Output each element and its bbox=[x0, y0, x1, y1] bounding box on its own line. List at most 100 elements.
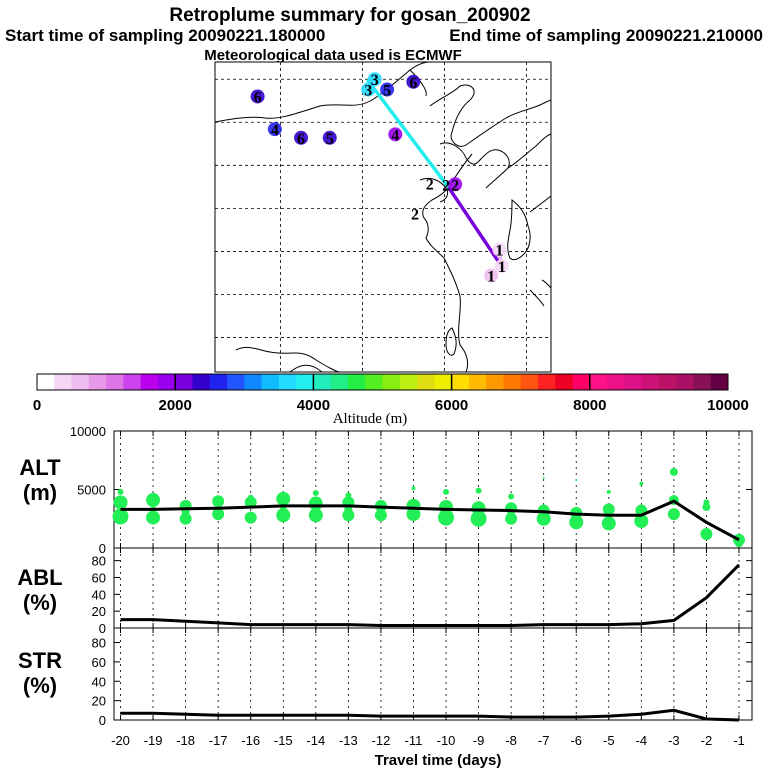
altitude-point bbox=[505, 502, 518, 515]
colorbar-cell bbox=[123, 374, 142, 390]
trajectory-marker: 1 bbox=[494, 259, 509, 276]
altitude-point bbox=[505, 512, 518, 525]
trajectory-marker: 2 bbox=[442, 177, 450, 194]
colorbar-cell bbox=[157, 374, 176, 390]
colorbar-cell bbox=[658, 374, 677, 390]
colorbar-cell bbox=[261, 374, 280, 390]
colorbar-cell bbox=[607, 374, 625, 390]
trajectory-marker-label: 2 bbox=[411, 207, 419, 224]
trajectory-marker-label: 3 bbox=[371, 72, 379, 89]
altitude-point bbox=[112, 508, 129, 525]
altitude-point bbox=[374, 509, 387, 522]
alt-panel-title: ALT bbox=[19, 455, 61, 480]
colorbar-cell bbox=[140, 374, 159, 390]
colorbar-tick-label: 6000 bbox=[435, 397, 468, 414]
abl-panel-title: ABL bbox=[17, 565, 62, 590]
altitude-point bbox=[276, 508, 291, 523]
x-tick-label: -11 bbox=[405, 733, 423, 748]
trajectory-marker-label: 2 bbox=[451, 177, 459, 194]
altitude-point bbox=[536, 511, 551, 526]
trajectory-marker-label: 1 bbox=[498, 259, 506, 276]
colorbar-cell bbox=[676, 374, 694, 390]
x-tick-label: -2 bbox=[701, 733, 713, 748]
altitude-point bbox=[700, 527, 713, 540]
altitude-point bbox=[703, 499, 710, 506]
x-tick-label: -6 bbox=[570, 733, 582, 748]
map-gridlines bbox=[215, 62, 551, 372]
colorbar-cell bbox=[434, 374, 453, 390]
trajectory-marker-label: 1 bbox=[495, 243, 503, 260]
x-tick-label: -20 bbox=[111, 733, 130, 748]
x-tick-label: -15 bbox=[274, 733, 293, 748]
end-time-label: End time of sampling 20090221.210000 bbox=[449, 26, 763, 45]
trajectory-marker: 6 bbox=[250, 89, 265, 106]
str-panel-unit: (%) bbox=[23, 673, 57, 698]
altitude-point bbox=[438, 509, 455, 526]
y-tick-label: 60 bbox=[92, 655, 106, 670]
trajectory-marker: 4 bbox=[388, 127, 403, 144]
y-tick-label: 0 bbox=[99, 621, 106, 636]
colorbar-cell bbox=[468, 374, 487, 390]
colorbar-cell bbox=[71, 374, 90, 390]
altitude-point bbox=[606, 489, 611, 494]
altitude-point bbox=[734, 539, 743, 548]
colorbar-tick-label: 0 bbox=[33, 397, 41, 414]
y-tick-label: 5000 bbox=[77, 483, 106, 498]
y-tick-label: 80 bbox=[92, 554, 106, 569]
colorbar-cell bbox=[486, 374, 504, 390]
altitude-point bbox=[312, 490, 319, 497]
x-tick-label: -8 bbox=[505, 733, 517, 748]
colorbar-cell bbox=[555, 374, 574, 390]
y-tick-label: 80 bbox=[92, 636, 106, 651]
colorbar-cell bbox=[330, 374, 349, 390]
altitude-point bbox=[702, 503, 711, 512]
colorbar-ticks: 0 2000 4000 6000 8000 10000 bbox=[33, 374, 749, 414]
trajectory-marker: 5 bbox=[380, 82, 395, 100]
colorbar-cell bbox=[296, 374, 314, 390]
altitude-point bbox=[602, 503, 615, 516]
figure-title: Retroplume summary for gosan_200902 bbox=[169, 5, 530, 26]
x-tick-label: -3 bbox=[668, 733, 680, 748]
trajectory-marker: 6 bbox=[294, 130, 309, 148]
altitude-point bbox=[244, 511, 257, 524]
colorbar-cells bbox=[37, 374, 729, 390]
start-time-label: Start time of sampling 20090221.180000 bbox=[5, 26, 325, 45]
colorbar-cell bbox=[624, 374, 643, 390]
trajectory-marker: 2 bbox=[411, 207, 419, 224]
trajectory-marker-blob bbox=[250, 89, 265, 104]
trajectory-marker-blob bbox=[294, 130, 309, 145]
x-tick-label: -16 bbox=[241, 733, 260, 748]
altitude-point bbox=[146, 493, 161, 508]
colorbar-cell bbox=[417, 374, 435, 390]
trajectory-marker: 3 bbox=[367, 72, 382, 89]
trajectory-marker-label: 5 bbox=[326, 131, 334, 148]
colorbar-cell bbox=[693, 374, 712, 390]
panel-frame bbox=[113, 547, 753, 629]
altitude-point bbox=[247, 494, 254, 501]
x-tick-label: -18 bbox=[176, 733, 195, 748]
altitude-point bbox=[146, 510, 161, 525]
altitude-point bbox=[575, 479, 578, 482]
colorbar-cell bbox=[37, 374, 55, 390]
altitude-point bbox=[569, 515, 584, 530]
colorbar-cell bbox=[641, 374, 660, 390]
trajectory-marker-blob bbox=[484, 268, 499, 283]
altitude-point bbox=[508, 493, 515, 500]
trajectory-marker-label: 6 bbox=[297, 131, 305, 148]
trajectory-marker-blob bbox=[380, 82, 395, 97]
altitude-point bbox=[179, 512, 192, 525]
altitude-point bbox=[669, 467, 678, 476]
colorbar-cell bbox=[313, 374, 332, 390]
y-tick-label: 0 bbox=[99, 713, 106, 728]
trajectory-marker-label: 2 bbox=[426, 176, 434, 193]
altitude-point bbox=[411, 486, 416, 491]
trajectory-marker-blob bbox=[492, 242, 507, 257]
trajectory-marker-blob bbox=[388, 127, 403, 142]
altitude-point bbox=[634, 514, 649, 529]
trajectory-marker-blob bbox=[367, 72, 382, 87]
x-tick-label: -9 bbox=[473, 733, 485, 748]
panel-frame bbox=[113, 627, 753, 721]
